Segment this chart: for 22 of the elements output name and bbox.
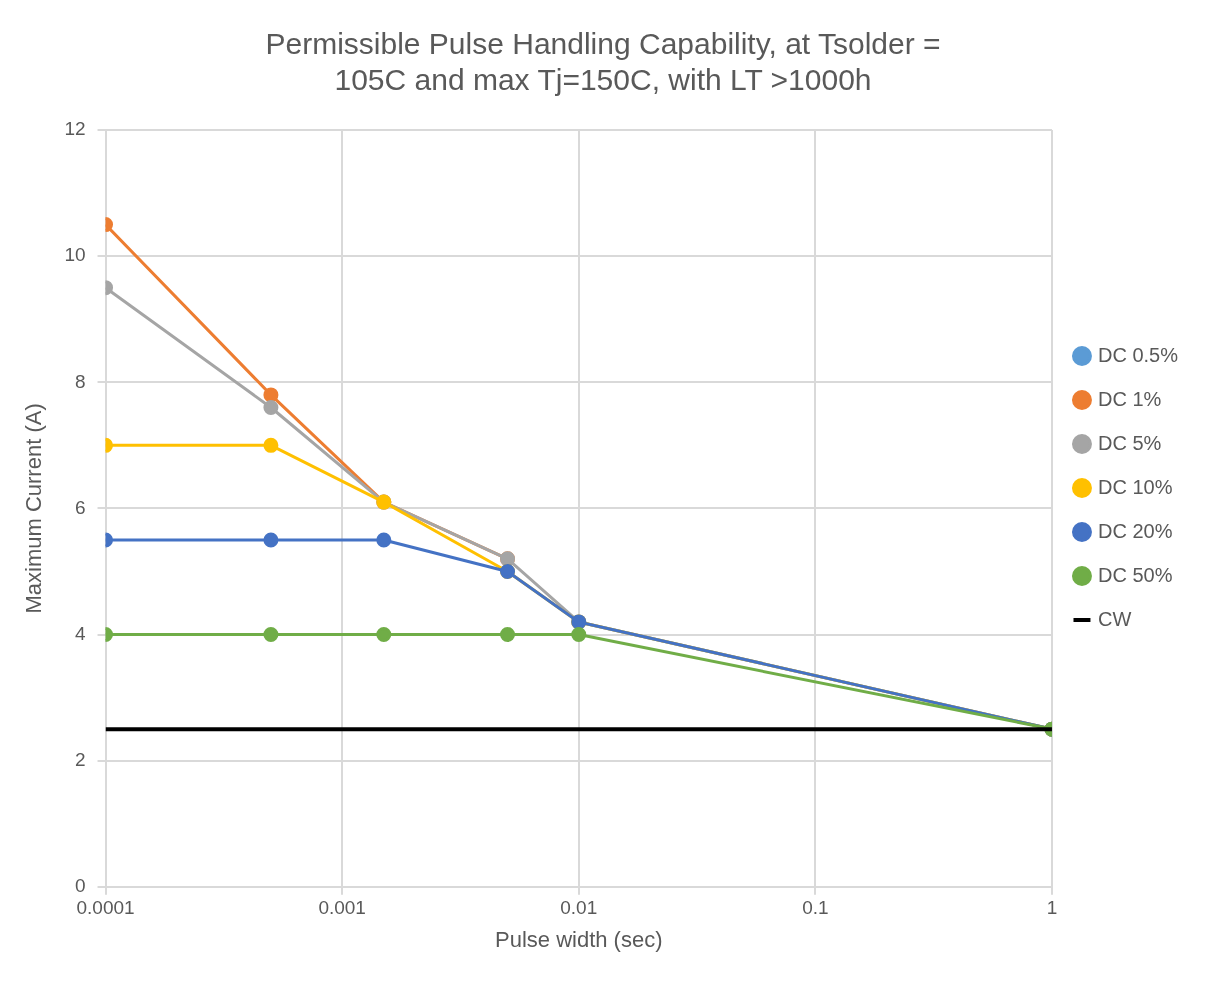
legend-label: DC 50%: [1097, 563, 1173, 586]
legend-label: DC 5%: [1097, 431, 1162, 454]
y-tick-label: 12: [64, 118, 86, 140]
x-tick-label: 0.0001: [76, 897, 135, 919]
x-tick-label: 0.001: [318, 897, 366, 919]
y-tick-label: 10: [64, 244, 86, 266]
y-tick-label: 8: [74, 370, 86, 392]
y-tick-label: 2: [74, 748, 86, 770]
legend-label: DC 0.5%: [1097, 343, 1179, 366]
chart-title: Permissible Pulse Handling Capability, at Tsolder = 105C and max Tj=150C, with LT >1000h: [265, 27, 941, 97]
x-tick-label: 0.01: [560, 897, 598, 919]
y-tick-label: 6: [74, 496, 86, 518]
y-tick-label: 4: [74, 622, 86, 644]
x-tick-label: 1: [1046, 897, 1058, 919]
legend-label: CW: [1097, 607, 1132, 630]
x-axis-title: Pulse width (sec): [494, 926, 663, 952]
legend-label: DC 1%: [1097, 387, 1162, 410]
x-tick-label: 0.1: [802, 897, 829, 919]
y-tick-label: 0: [74, 875, 86, 897]
legend-label: DC 20%: [1097, 519, 1173, 542]
y-axis-title: Maximum Current (A): [21, 403, 47, 614]
legend-label: DC 10%: [1097, 475, 1173, 498]
